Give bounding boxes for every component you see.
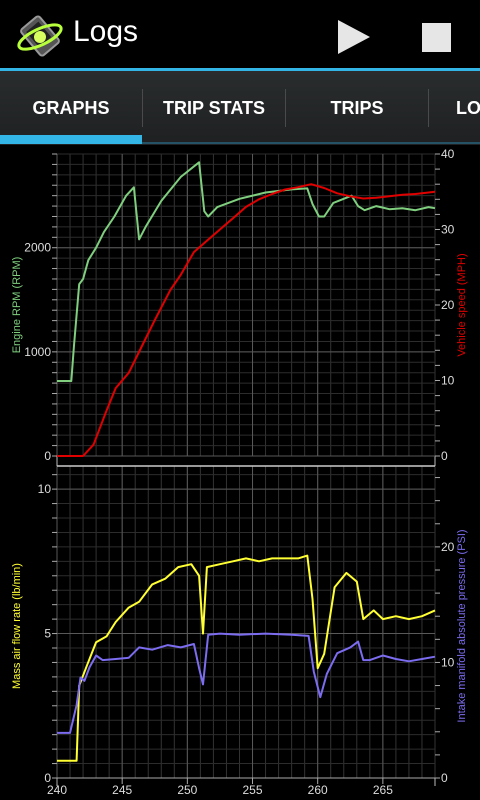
left-axis-tick-label: 10 (38, 482, 52, 496)
left-axis-tick-label: 0 (44, 771, 51, 785)
right-axis-title: Vehicle speed (MPH) (456, 253, 468, 356)
x-axis-tick-label: 265 (373, 783, 393, 797)
right-axis-tick-label: 40 (441, 147, 455, 161)
app-title: Logs (73, 15, 139, 48)
tab-trip-stats[interactable]: TRIP STATS (162, 98, 265, 118)
left-axis-tick-label: 5 (44, 627, 51, 641)
series-line-engine-rpm (57, 161, 436, 382)
left-axis-tick-label: 0 (44, 449, 51, 463)
right-axis-tick-label: 10 (441, 374, 455, 388)
tab-trips[interactable]: TRIPS (330, 98, 384, 118)
tab-logs[interactable]: LO (456, 98, 480, 118)
right-axis-tick-label: 20 (441, 298, 455, 312)
right-axis-tick-label: 10 (441, 655, 455, 669)
left-axis-title: Engine RPM (RPM) (11, 257, 23, 354)
x-axis-tick-label: 255 (243, 783, 263, 797)
right-axis-tick-label: 30 (441, 223, 455, 237)
x-axis-tick-label: 260 (308, 783, 328, 797)
left-axis-title: Mass air flow rate (lb/min) (11, 563, 23, 689)
action-bar-divider (0, 68, 480, 71)
stop-icon[interactable] (418, 20, 458, 60)
right-axis-title: Intake manifold absolute pressure (PSI) (456, 529, 468, 722)
action-bar: Logs (0, 0, 480, 71)
x-axis-tick-label: 250 (177, 783, 197, 797)
right-axis-tick-label: 20 (441, 540, 455, 554)
series-line-mass-air-flow-rate (57, 554, 436, 762)
x-axis-tick-label: 245 (112, 783, 132, 797)
tab-graphs[interactable]: GRAPHS (32, 98, 110, 118)
tab-divider (142, 89, 143, 127)
series-line-vehicle-speed (57, 183, 436, 457)
tab-bar-underline (0, 142, 480, 144)
tab-bar: GRAPHS TRIP STATS TRIPS LO (0, 71, 480, 145)
right-axis-tick-label: 0 (441, 771, 448, 785)
dashboard-logo-icon[interactable] (14, 10, 66, 62)
left-axis-tick-label: 2000 (24, 241, 51, 255)
play-icon[interactable] (334, 17, 374, 57)
series-line-intake-manifold-absolute-pressure (57, 632, 436, 734)
right-axis-tick-label: 0 (441, 449, 448, 463)
x-axis-tick-label: 240 (47, 783, 67, 797)
tab-divider (285, 89, 286, 127)
selected-tab-indicator (0, 135, 142, 144)
tab-divider (428, 89, 429, 127)
left-axis-tick-label: 1000 (24, 345, 51, 359)
